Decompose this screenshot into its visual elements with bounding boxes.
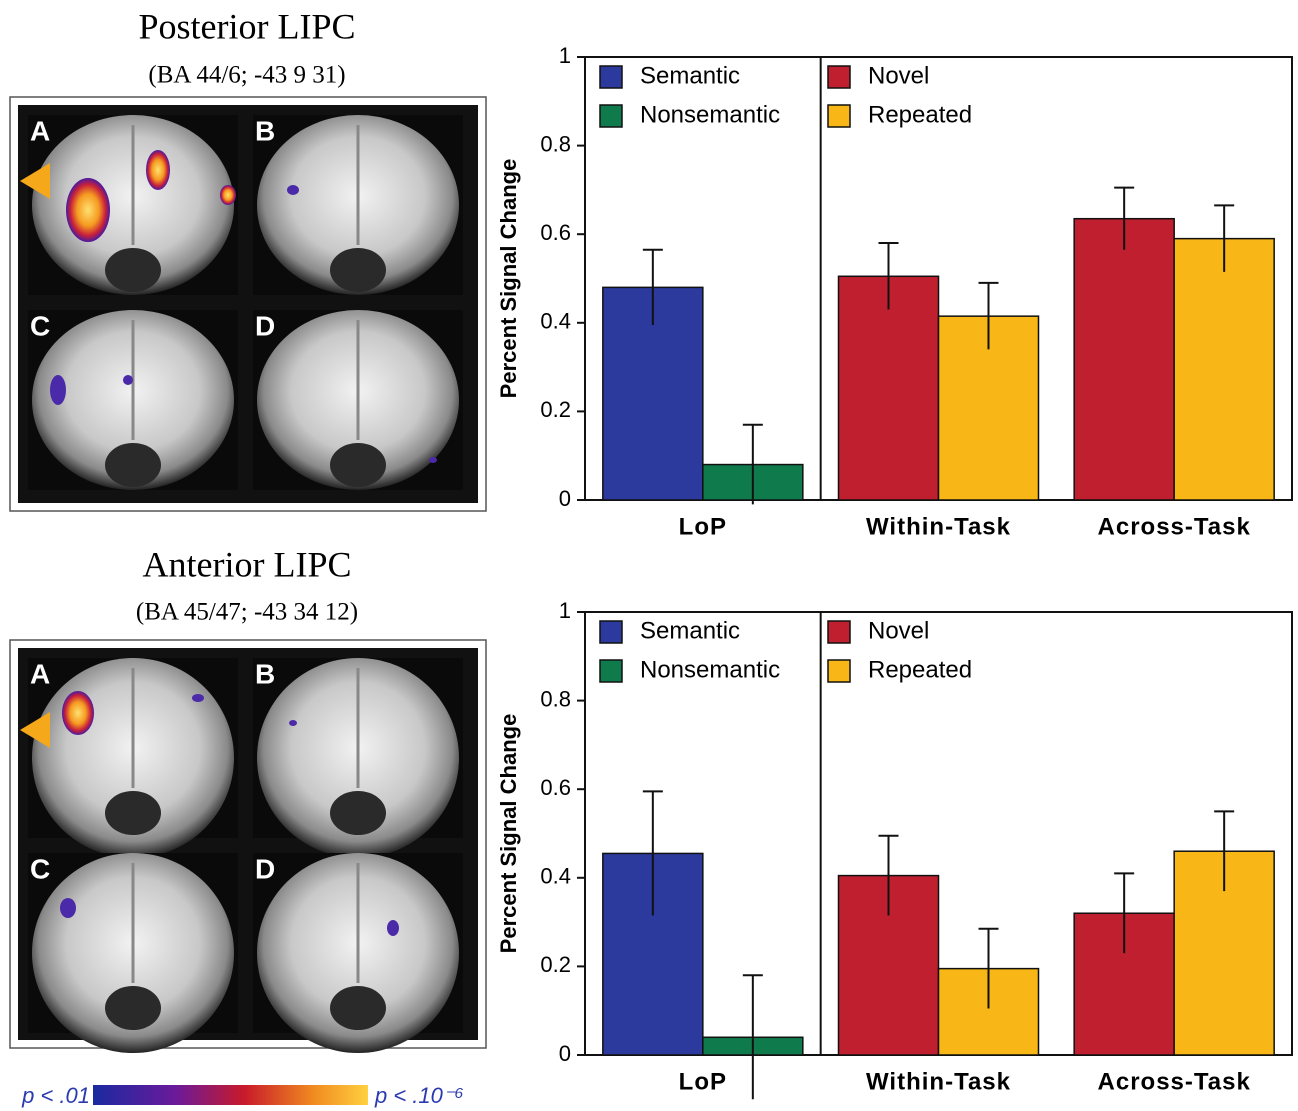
slice-label: B xyxy=(255,115,275,146)
activation xyxy=(50,375,66,405)
legend-label: Repeated xyxy=(868,656,972,683)
panel-title: Anterior LIPC xyxy=(143,544,352,584)
legend-swatch xyxy=(828,66,850,88)
slice-label: D xyxy=(255,310,275,341)
y-tick-label: 1 xyxy=(559,598,571,623)
activation xyxy=(387,920,399,936)
y-tick-label: 0 xyxy=(559,1041,571,1066)
bar xyxy=(839,276,939,500)
y-tick-label: 0.6 xyxy=(540,220,571,245)
y-tick-label: 1 xyxy=(559,43,571,68)
bar xyxy=(1174,239,1274,500)
activation xyxy=(60,898,76,918)
ventricle xyxy=(330,443,386,487)
x-tick-label: Within-Task xyxy=(866,1068,1011,1095)
charts: 0 0.2 0.4 0.6 0.8 1 Percent Signal Change LoP Wi… xyxy=(496,43,1292,1099)
ventricle xyxy=(330,791,386,835)
ventricle xyxy=(105,248,161,292)
slice-label: A xyxy=(30,115,50,146)
ventricle xyxy=(105,791,161,835)
slice-label: C xyxy=(30,853,50,884)
legend-swatch xyxy=(828,621,850,643)
legend-label: Novel xyxy=(868,62,929,89)
x-tick-label: Across-Task xyxy=(1098,1068,1251,1095)
activation xyxy=(123,375,133,385)
ventricle xyxy=(105,443,161,487)
activation xyxy=(62,691,94,735)
x-tick-label: LoP xyxy=(679,513,727,540)
x-tick-label: Within-Task xyxy=(866,513,1011,540)
slice-label: B xyxy=(255,658,275,689)
y-tick-label: 0.4 xyxy=(540,864,571,889)
legend-label: Semantic xyxy=(640,617,740,644)
legend-label: Nonsemantic xyxy=(640,101,780,128)
activation xyxy=(289,720,297,726)
legend-label: Nonsemantic xyxy=(640,656,780,683)
y-tick-label: 0 xyxy=(559,486,571,511)
legend-swatch xyxy=(600,105,622,127)
x-tick-label: LoP xyxy=(679,1068,727,1095)
bar-chart: 0 0.2 0.4 0.6 0.8 1 Percent Signal Change LoP Wi… xyxy=(496,43,1292,541)
ventricle xyxy=(330,986,386,1030)
legend-swatch xyxy=(828,660,850,682)
colorbar xyxy=(93,1085,368,1105)
legend-label: Novel xyxy=(868,617,929,644)
y-tick-label: 0.2 xyxy=(540,397,571,422)
panel-subtitle: (BA 45/47; -43 34 12) xyxy=(136,599,358,626)
panel-subtitle: (BA 44/6; -43 9 31) xyxy=(148,62,345,89)
x-tick-label: Across-Task xyxy=(1098,513,1251,540)
y-axis-label: Percent Signal Change xyxy=(496,714,521,954)
legend-label: Semantic xyxy=(640,62,740,89)
activation xyxy=(192,694,204,702)
legend-swatch xyxy=(600,66,622,88)
panel-title: Posterior LIPC xyxy=(138,6,355,46)
activation xyxy=(429,457,437,463)
slice-label: D xyxy=(255,853,275,884)
figure: Posterior LIPC (BA 44/6; -43 9 31) A B C D Ant… xyxy=(0,0,1298,1111)
activation xyxy=(287,185,299,195)
colorbar-min-label: p < .01 xyxy=(21,1083,90,1108)
bar xyxy=(1074,219,1174,500)
legend-label: Repeated xyxy=(868,101,972,128)
brain-figures: Posterior LIPC (BA 44/6; -43 9 31) A B C D Ant… xyxy=(10,6,486,1108)
ventricle xyxy=(330,248,386,292)
ventricle xyxy=(105,986,161,1030)
colorbar-max-label: p < .10⁻⁶ xyxy=(374,1083,464,1108)
activation xyxy=(66,178,110,242)
slice-label: C xyxy=(30,310,50,341)
legend-swatch xyxy=(600,621,622,643)
y-tick-label: 0.2 xyxy=(540,952,571,977)
y-tick-label: 0.8 xyxy=(540,131,571,156)
y-axis-label: Percent Signal Change xyxy=(496,159,521,399)
slice-label: A xyxy=(30,658,50,689)
y-tick-label: 0.8 xyxy=(540,686,571,711)
legend-swatch xyxy=(600,660,622,682)
y-tick-label: 0.4 xyxy=(540,309,571,334)
activation xyxy=(146,150,170,190)
y-tick-label: 0.6 xyxy=(540,775,571,800)
activation xyxy=(220,185,236,205)
legend-swatch xyxy=(828,105,850,127)
bar-chart: 0 0.2 0.4 0.6 0.8 1 Percent Signal Change LoP Wi… xyxy=(496,598,1292,1099)
